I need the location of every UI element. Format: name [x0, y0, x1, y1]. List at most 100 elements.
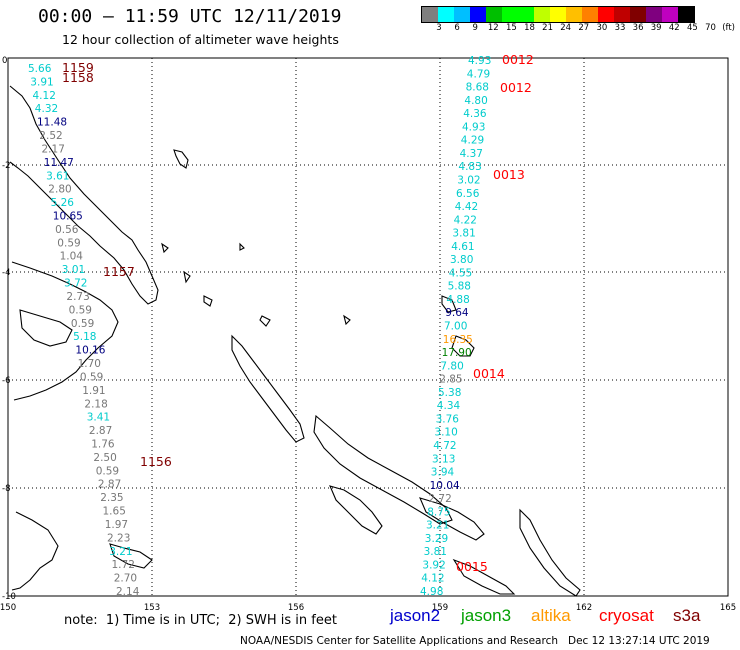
colorbar-label: 27: [578, 23, 590, 33]
wave-height-label: 7.00: [444, 321, 467, 333]
colorbar-swatch: [566, 7, 582, 22]
x-tick-label: 150: [0, 603, 16, 613]
colorbar-label: 15: [505, 23, 517, 33]
wave-height-colorbar: [421, 6, 695, 23]
y-tick-label: -10: [2, 592, 16, 602]
y-tick-label: -4: [2, 268, 10, 278]
wave-height-label: 2.80: [48, 184, 71, 196]
colorbar-label: 36: [632, 23, 644, 33]
wave-height-label: 4.34: [437, 400, 461, 412]
wave-height-label: 2.72: [428, 493, 451, 505]
wave-height-label: 2.73: [66, 291, 89, 303]
legend-jason2: jason2: [390, 606, 441, 625]
colorbar-label: 18: [524, 23, 535, 33]
wave-height-label: 2.70: [114, 573, 137, 585]
wave-height-label: 2.52: [39, 130, 62, 142]
wave-height-label: 4.72: [433, 440, 456, 452]
wave-height-label: 4.55: [449, 267, 472, 279]
colorbar-swatch: [422, 7, 438, 22]
map-axis-labels: 150 153 156 159 162 165 0 -2 -4 -6 -8 -10: [0, 56, 736, 613]
wave-height-label: 4.80: [464, 95, 487, 107]
wave-height-label: 3.91: [30, 76, 53, 88]
wave-height-label: 2.85: [439, 374, 462, 386]
wave-height-label: 3.94: [431, 467, 455, 479]
colorbar-swatch: [534, 7, 550, 22]
x-tick-label: 165: [720, 603, 736, 613]
wave-height-label: 5.18: [73, 331, 96, 343]
wave-height-label: 4.32: [35, 103, 58, 115]
wave-height-label: 3.80: [450, 254, 473, 266]
wave-height-label: 4.98: [420, 586, 443, 598]
colorbar-swatch: [518, 7, 534, 22]
colorbar-swatch: [630, 7, 646, 22]
wave-height-label: 2.14: [116, 586, 140, 598]
wave-height-label: 2.18: [84, 398, 107, 410]
wave-height-label: 5.26: [51, 197, 75, 209]
wave-height-label: 11.47: [44, 157, 74, 169]
legend-cryosat: cryosat: [599, 606, 654, 625]
wave-height-label: 16.35: [443, 334, 473, 346]
wave-height-label: 0.56: [55, 224, 79, 236]
footer-credit: NOAA/NESDIS Center for Satellite Applica…: [240, 635, 710, 647]
pass-time-label: 0014: [473, 366, 505, 381]
wave-height-label: 1.76: [91, 439, 115, 451]
colorbar-swatch: [438, 7, 454, 22]
wave-height-label: 0.59: [80, 371, 103, 383]
wave-height-label: 0.59: [69, 304, 92, 316]
wave-height-label: 4.29: [461, 135, 484, 147]
wave-height-label: 10.16: [75, 345, 105, 357]
wave-height-label: 3.02: [457, 175, 480, 187]
wave-height-label: 4.22: [454, 214, 477, 226]
wave-height-label: 4.36: [463, 108, 487, 120]
x-tick-label: 159: [432, 603, 448, 613]
map-frame: [7, 57, 729, 597]
wave-height-label: 5.88: [448, 281, 471, 293]
wave-height-label: 1.72: [112, 559, 135, 571]
page-subtitle: 12 hour collection of altimeter wave hei…: [62, 32, 339, 47]
y-tick-label: -8: [2, 484, 10, 494]
legend-s3a: s3a: [673, 606, 701, 625]
wave-height-label: 17.90: [442, 347, 472, 359]
colorbar-swatch: [662, 7, 678, 22]
colorbar-label: 3: [436, 23, 442, 33]
wave-height-label: 4.88: [446, 294, 469, 306]
y-tick-label: -6: [2, 376, 10, 386]
wave-height-label: 3.41: [87, 412, 110, 424]
wave-height-label: 8.68: [466, 82, 489, 94]
wave-height-label: 0.59: [96, 465, 119, 477]
wave-height-label: 1.70: [78, 358, 101, 370]
colorbar-labels: 3 6 9 12 15 18 21 24 27 30 33 36 39 42 45 70 (ft): [421, 23, 740, 35]
wave-height-label: 9.64: [445, 307, 469, 319]
y-tick-label: 0: [2, 56, 7, 66]
legend-jason3: jason3: [461, 606, 512, 625]
colorbar-label: 21: [542, 23, 554, 33]
colorbar-swatch: [582, 7, 598, 22]
colorbar-label: (ft): [722, 23, 735, 33]
x-tick-label: 162: [576, 603, 592, 613]
colorbar-swatch: [646, 7, 662, 22]
wave-height-label: 3.76: [436, 413, 460, 425]
colorbar-label: 6: [454, 23, 460, 33]
x-tick-label: 156: [288, 603, 304, 613]
colorbar-label: 45: [686, 23, 698, 33]
wave-height-label: 7.80: [440, 360, 463, 372]
colorbar-label: 9: [472, 23, 478, 33]
wave-height-label: 2.87: [89, 425, 112, 437]
wave-height-label: 3.92: [422, 560, 445, 572]
colorbar-swatch: [598, 7, 614, 22]
wave-height-label: 10.65: [53, 211, 83, 223]
wave-height-label: 4.93: [468, 55, 491, 67]
pass-time-label: 1157: [103, 264, 135, 279]
wave-height-label: 2.23: [107, 532, 130, 544]
wave-height-label: 4.37: [460, 148, 483, 160]
wave-height-label: 3.29: [425, 533, 448, 545]
pass-time-label: 0012: [500, 80, 532, 95]
wave-height-label: 6.56: [456, 188, 480, 200]
wave-height-label: 4.12: [421, 573, 444, 585]
colorbar-label: 30: [596, 23, 608, 33]
wave-height-label: 2.17: [42, 144, 65, 156]
